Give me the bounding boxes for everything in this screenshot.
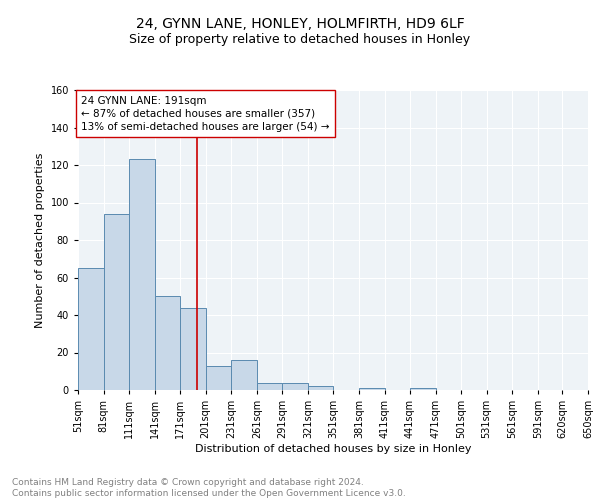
Bar xyxy=(78,268,104,390)
Text: 24 GYNN LANE: 191sqm
← 87% of detached houses are smaller (357)
13% of semi-deta: 24 GYNN LANE: 191sqm ← 87% of detached h… xyxy=(82,96,330,132)
Bar xyxy=(129,160,155,390)
Bar xyxy=(410,388,436,390)
Bar xyxy=(257,382,283,390)
Bar xyxy=(359,388,385,390)
Text: Contains HM Land Registry data © Crown copyright and database right 2024.
Contai: Contains HM Land Registry data © Crown c… xyxy=(12,478,406,498)
X-axis label: Distribution of detached houses by size in Honley: Distribution of detached houses by size … xyxy=(195,444,471,454)
Bar xyxy=(155,296,180,390)
Y-axis label: Number of detached properties: Number of detached properties xyxy=(35,152,45,328)
Text: Size of property relative to detached houses in Honley: Size of property relative to detached ho… xyxy=(130,32,470,46)
Bar xyxy=(104,214,129,390)
Bar xyxy=(308,386,334,390)
Bar xyxy=(206,366,231,390)
Text: 24, GYNN LANE, HONLEY, HOLMFIRTH, HD9 6LF: 24, GYNN LANE, HONLEY, HOLMFIRTH, HD9 6L… xyxy=(136,18,464,32)
Bar xyxy=(180,308,206,390)
Bar xyxy=(231,360,257,390)
Bar xyxy=(283,382,308,390)
